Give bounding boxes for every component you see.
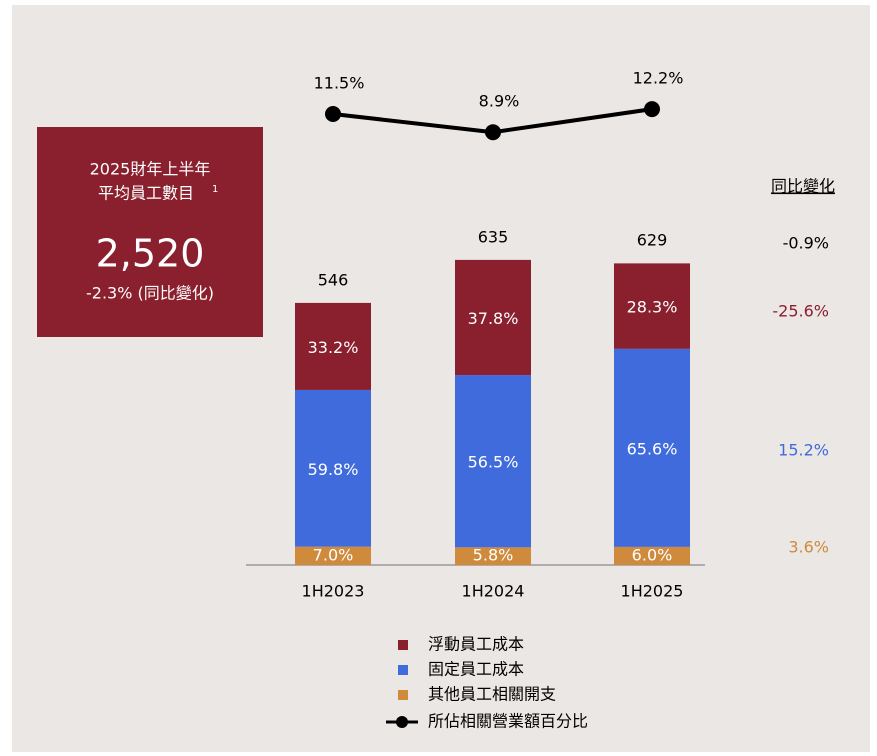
bar-segment <box>295 389 371 547</box>
yoy-label: 3.6% <box>788 538 829 557</box>
box-footnote: 1 <box>212 184 218 195</box>
legend-label: 浮動員工成本 <box>428 635 524 654</box>
box-title: 2025財年上半年 <box>90 160 211 179</box>
bar-segment <box>614 546 690 565</box>
legend-marker <box>396 716 408 728</box>
line-label: 11.5% <box>314 74 365 93</box>
segment-label: 28.3% <box>627 298 678 317</box>
line-point <box>485 124 501 141</box>
segment-label: 59.8% <box>308 460 359 479</box>
segment-label: 56.5% <box>468 453 519 472</box>
segment-label: 33.2% <box>308 338 359 357</box>
line-point <box>325 106 341 122</box>
bar-segment <box>614 263 690 349</box>
bar-segment <box>295 546 371 565</box>
bar-segment <box>614 348 690 547</box>
line-point <box>644 101 660 118</box>
total-label: 629 <box>637 231 668 250</box>
segment-label: 37.8% <box>468 309 519 328</box>
segment-label: 65.6% <box>627 439 678 458</box>
legend-swatch <box>398 665 408 675</box>
legend-swatch <box>398 640 408 650</box>
line-label: 8.9% <box>479 92 520 111</box>
yoy-title: 同比變化 <box>771 177 835 196</box>
bar-segment <box>455 259 531 376</box>
total-label: 546 <box>318 270 349 289</box>
x-tick-label: 1H2023 <box>302 582 365 601</box>
segment-label: 6.0% <box>632 545 673 564</box>
box-value: 2,520 <box>96 232 205 276</box>
x-tick-label: 1H2024 <box>462 582 525 601</box>
summary-box <box>37 127 263 337</box>
legend-label: 固定員工成本 <box>428 660 524 679</box>
bar-segment <box>295 302 371 390</box>
legend-label: 所佔相關營業額百分比 <box>428 712 588 731</box>
yoy-label: -0.9% <box>783 234 829 253</box>
yoy-label: 15.2% <box>778 441 829 460</box>
legend-swatch <box>398 690 408 700</box>
box-title: 平均員工數目 <box>98 184 194 203</box>
x-tick-label: 1H2025 <box>621 582 684 601</box>
segment-label: 7.0% <box>313 545 354 564</box>
line-label: 12.2% <box>633 69 684 88</box>
box-change: -2.3% (同比變化) <box>86 284 214 303</box>
yoy-label: -25.6% <box>772 302 829 321</box>
bar-segment <box>455 547 531 565</box>
legend-label: 其他員工相關開支 <box>428 685 556 704</box>
bar-segment <box>455 375 531 548</box>
segment-label: 5.8% <box>473 546 514 565</box>
total-label: 635 <box>478 228 509 247</box>
